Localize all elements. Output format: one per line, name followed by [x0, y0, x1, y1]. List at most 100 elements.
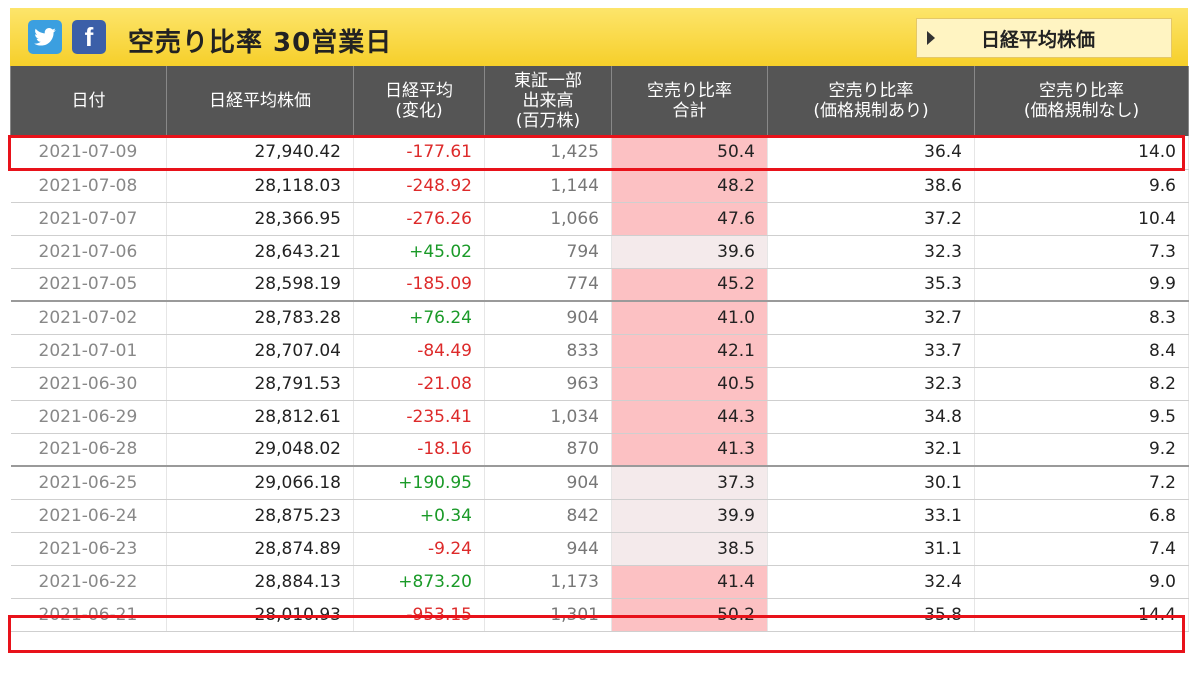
- date-cell: 2021-06-23: [10, 532, 167, 566]
- nikkei-average-button[interactable]: 日経平均株価: [916, 18, 1172, 58]
- short-ratio-with-regulation-cell: 35.8: [767, 598, 975, 632]
- volume-cell: 963: [484, 367, 612, 401]
- price-change-cell: -9.24: [353, 532, 485, 566]
- column-header-line: 出来高: [522, 91, 574, 111]
- nikkei-button-label: 日経平均株価: [981, 28, 1096, 51]
- table-row: 2021-06-25 29,066.18 +190.95 904 37.3 30.1 7.2: [10, 465, 1189, 500]
- nikkei-price-cell: 28,010.93: [166, 598, 354, 632]
- short-ratio-total-cell: 47.6: [611, 202, 768, 236]
- column-header: 空売り比率 合計: [611, 66, 768, 136]
- short-ratio-total-cell: 50.2: [611, 598, 768, 632]
- short-ratio-total-cell: 42.1: [611, 334, 768, 368]
- date-cell: 2021-07-06: [10, 235, 167, 269]
- table-row: 2021-06-29 28,812.61 -235.41 1,034 44.3 34.8 9…: [10, 400, 1189, 434]
- date-cell: 2021-07-08: [10, 169, 167, 203]
- column-header: 東証一部 出来高 (百万株): [484, 66, 612, 136]
- short-ratio-without-regulation-cell: 7.4: [974, 532, 1189, 566]
- short-ratio-total-cell: 50.4: [611, 136, 768, 170]
- short-ratio-without-regulation-cell: 9.9: [974, 268, 1189, 302]
- volume-cell: 870: [484, 433, 612, 467]
- facebook-icon[interactable]: f: [72, 20, 106, 54]
- volume-cell: 774: [484, 268, 612, 302]
- column-header-line: 日経平均株価: [209, 91, 311, 111]
- volume-cell: 944: [484, 532, 612, 566]
- table-row: 2021-06-28 29,048.02 -18.16 870 41.3 32.1 9.2: [10, 433, 1189, 467]
- short-ratio-total-cell: 41.3: [611, 433, 768, 467]
- short-ratio-with-regulation-cell: 31.1: [767, 532, 975, 566]
- short-ratio-with-regulation-cell: 32.7: [767, 300, 975, 335]
- table-row: 2021-07-08 28,118.03 -248.92 1,144 48.2 38.6 9…: [10, 169, 1189, 203]
- table-row: 2021-06-23 28,874.89 -9.24 944 38.5 31.1 7.4: [10, 532, 1189, 566]
- twitter-icon[interactable]: [28, 20, 62, 54]
- nikkei-price-cell: 28,707.04: [166, 334, 354, 368]
- table-row: 2021-07-09 27,940.42 -177.61 1,425 50.4 36.4 1…: [10, 136, 1189, 170]
- column-header-line: 東証一部: [514, 71, 582, 91]
- volume-cell: 1,144: [484, 169, 612, 203]
- volume-cell: 1,034: [484, 400, 612, 434]
- price-change-cell: -953.15: [353, 598, 485, 632]
- date-cell: 2021-07-02: [10, 300, 167, 335]
- short-ratio-with-regulation-cell: 35.3: [767, 268, 975, 302]
- date-cell: 2021-07-05: [10, 268, 167, 302]
- volume-cell: 1,425: [484, 136, 612, 170]
- price-change-cell: -21.08: [353, 367, 485, 401]
- price-change-cell: -276.26: [353, 202, 485, 236]
- price-change-cell: +0.34: [353, 499, 485, 533]
- short-ratio-without-regulation-cell: 9.6: [974, 169, 1189, 203]
- short-ratio-with-regulation-cell: 33.1: [767, 499, 975, 533]
- short-ratio-without-regulation-cell: 9.0: [974, 565, 1189, 599]
- short-ratio-total-cell: 38.5: [611, 532, 768, 566]
- short-ratio-total-cell: 44.3: [611, 400, 768, 434]
- short-ratio-without-regulation-cell: 14.0: [974, 136, 1189, 170]
- table-header-row: 日付 日経平均株価 日経平均 (変化) 東証一部 出来高 (百万株) 空売り比率 合計 空売り比率…: [10, 66, 1189, 136]
- volume-cell: 1,066: [484, 202, 612, 236]
- nikkei-price-cell: 27,940.42: [166, 136, 354, 170]
- short-ratio-without-regulation-cell: 10.4: [974, 202, 1189, 236]
- short-ratio-with-regulation-cell: 32.4: [767, 565, 975, 599]
- table-row: 2021-06-21 28,010.93 -953.15 1,301 50.2 35.8 1…: [10, 598, 1189, 632]
- volume-cell: 1,301: [484, 598, 612, 632]
- column-header-line: (価格規制あり): [813, 101, 929, 121]
- short-ratio-with-regulation-cell: 32.3: [767, 367, 975, 401]
- price-change-cell: -177.61: [353, 136, 485, 170]
- price-change-cell: +873.20: [353, 565, 485, 599]
- column-header-line: (変化): [395, 101, 443, 121]
- column-header-line: 日経平均: [385, 81, 453, 101]
- column-header-line: 空売り比率: [828, 81, 914, 101]
- short-ratio-without-regulation-cell: 6.8: [974, 499, 1189, 533]
- column-header: 空売り比率 (価格規制あり): [767, 66, 975, 136]
- short-selling-table: 日付 日経平均株価 日経平均 (変化) 東証一部 出来高 (百万株) 空売り比率 合計 空売り比率…: [10, 66, 1189, 632]
- price-change-cell: -185.09: [353, 268, 485, 302]
- table-row: 2021-07-05 28,598.19 -185.09 774 45.2 35.3 9.9: [10, 268, 1189, 302]
- column-header: 空売り比率 (価格規制なし): [974, 66, 1189, 136]
- volume-cell: 842: [484, 499, 612, 533]
- column-header: 日付: [10, 66, 167, 136]
- date-cell: 2021-07-07: [10, 202, 167, 236]
- short-ratio-without-regulation-cell: 7.3: [974, 235, 1189, 269]
- column-header: 日経平均 (変化): [353, 66, 485, 136]
- short-ratio-total-cell: 39.9: [611, 499, 768, 533]
- nikkei-price-cell: 29,066.18: [166, 465, 354, 500]
- volume-cell: 1,173: [484, 565, 612, 599]
- table-row: 2021-07-07 28,366.95 -276.26 1,066 47.6 37.2 1…: [10, 202, 1189, 236]
- short-ratio-with-regulation-cell: 37.2: [767, 202, 975, 236]
- date-cell: 2021-06-25: [10, 465, 167, 500]
- short-ratio-with-regulation-cell: 32.3: [767, 235, 975, 269]
- nikkei-price-cell: 28,783.28: [166, 300, 354, 335]
- short-ratio-total-cell: 37.3: [611, 465, 768, 500]
- short-ratio-with-regulation-cell: 32.1: [767, 433, 975, 467]
- price-change-cell: +190.95: [353, 465, 485, 500]
- nikkei-price-cell: 28,812.61: [166, 400, 354, 434]
- column-header-line: 日付: [71, 91, 106, 111]
- nikkei-price-cell: 28,598.19: [166, 268, 354, 302]
- price-change-cell: -235.41: [353, 400, 485, 434]
- short-ratio-with-regulation-cell: 38.6: [767, 169, 975, 203]
- short-ratio-with-regulation-cell: 36.4: [767, 136, 975, 170]
- table-row: 2021-06-24 28,875.23 +0.34 842 39.9 33.1 6.8: [10, 499, 1189, 533]
- price-change-cell: -248.92: [353, 169, 485, 203]
- price-change-cell: -18.16: [353, 433, 485, 467]
- short-ratio-with-regulation-cell: 34.8: [767, 400, 975, 434]
- nikkei-price-cell: 28,118.03: [166, 169, 354, 203]
- short-ratio-total-cell: 39.6: [611, 235, 768, 269]
- volume-cell: 794: [484, 235, 612, 269]
